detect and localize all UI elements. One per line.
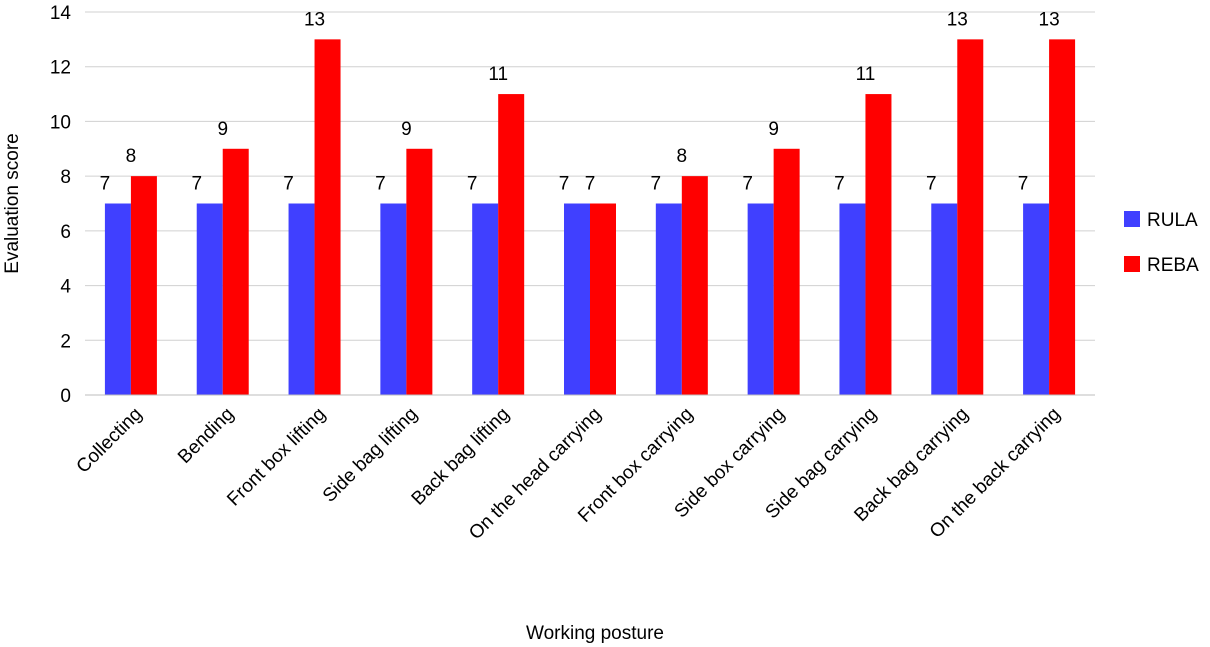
x-tick-label: Bending (174, 404, 238, 468)
bar-reba (222, 148, 249, 395)
bar-reba (1049, 39, 1076, 395)
x-tick-label: Collecting (73, 404, 147, 478)
bar-reba (957, 39, 984, 395)
bar-rula (380, 203, 407, 395)
bar-reba (406, 148, 433, 395)
bar-reba (590, 203, 616, 395)
bar-rula (655, 203, 682, 395)
bar-rula (747, 203, 774, 395)
data-label-rula: 7 (467, 174, 478, 195)
legend-swatch-reba (1124, 256, 1140, 272)
data-label-reba: 11 (856, 64, 876, 85)
bar-reba (681, 176, 708, 395)
bar-reba (773, 148, 800, 395)
y-tick-label: 4 (60, 277, 71, 298)
bar-rula (104, 203, 131, 395)
x-tick-label: Front box lifting (223, 404, 330, 511)
data-label-rula: 7 (375, 174, 386, 195)
bar-rula (196, 203, 223, 395)
data-label-reba: 8 (677, 146, 688, 167)
data-label-reba: 13 (304, 9, 325, 30)
bar-rula (288, 203, 315, 395)
data-label-rula: 7 (559, 174, 570, 195)
data-label-reba: 9 (217, 119, 228, 140)
bar-rula (839, 203, 866, 395)
x-tick-label: Side bag lifting (319, 404, 422, 507)
data-label-rula: 7 (283, 174, 294, 195)
bar-rula (1023, 203, 1050, 395)
data-label-rula: 7 (926, 174, 937, 195)
data-label-rula: 7 (742, 174, 753, 195)
y-tick-label: 2 (60, 331, 71, 352)
bar-rula (931, 203, 958, 395)
data-label-rula: 7 (100, 174, 111, 195)
legend-label-rula: RULA (1147, 210, 1198, 231)
y-tick-label: 10 (50, 112, 71, 133)
y-axis-title: Evaluation score (2, 133, 23, 273)
data-label-rula: 7 (1018, 174, 1029, 195)
legend-label-reba: REBA (1147, 255, 1199, 276)
data-label-reba: 8 (126, 146, 137, 167)
y-tick-label: 14 (50, 3, 72, 24)
data-label-reba: 9 (768, 119, 779, 140)
bars (104, 39, 1076, 396)
bar-reba (498, 94, 525, 396)
y-tick-label: 12 (50, 58, 71, 79)
data-label-reba: 11 (488, 64, 508, 85)
bar-rula (472, 203, 499, 395)
y-axis-ticks: 0 2 4 6 8 10 12 14 (50, 3, 72, 407)
legend: RULA REBA (1124, 210, 1199, 276)
y-tick-label: 8 (60, 167, 71, 188)
bar-reba (314, 39, 341, 395)
data-label-rula: 7 (651, 174, 662, 195)
data-label-reba: 13 (1039, 9, 1060, 30)
bar-rula (564, 203, 590, 395)
y-tick-label: 0 (60, 386, 71, 407)
data-label-reba: 7 (585, 174, 596, 195)
data-label-reba: 9 (401, 119, 412, 140)
x-tick-label: Back bag lifting (408, 404, 514, 510)
data-label-reba: 13 (947, 9, 968, 30)
bar-reba (130, 176, 157, 395)
legend-swatch-rula (1124, 211, 1140, 227)
y-tick-label: 6 (60, 222, 71, 243)
x-axis-title: Working posture (526, 623, 664, 644)
bar-reba (865, 94, 892, 396)
data-label-rula: 7 (834, 174, 845, 195)
data-label-rula: 7 (191, 174, 202, 195)
